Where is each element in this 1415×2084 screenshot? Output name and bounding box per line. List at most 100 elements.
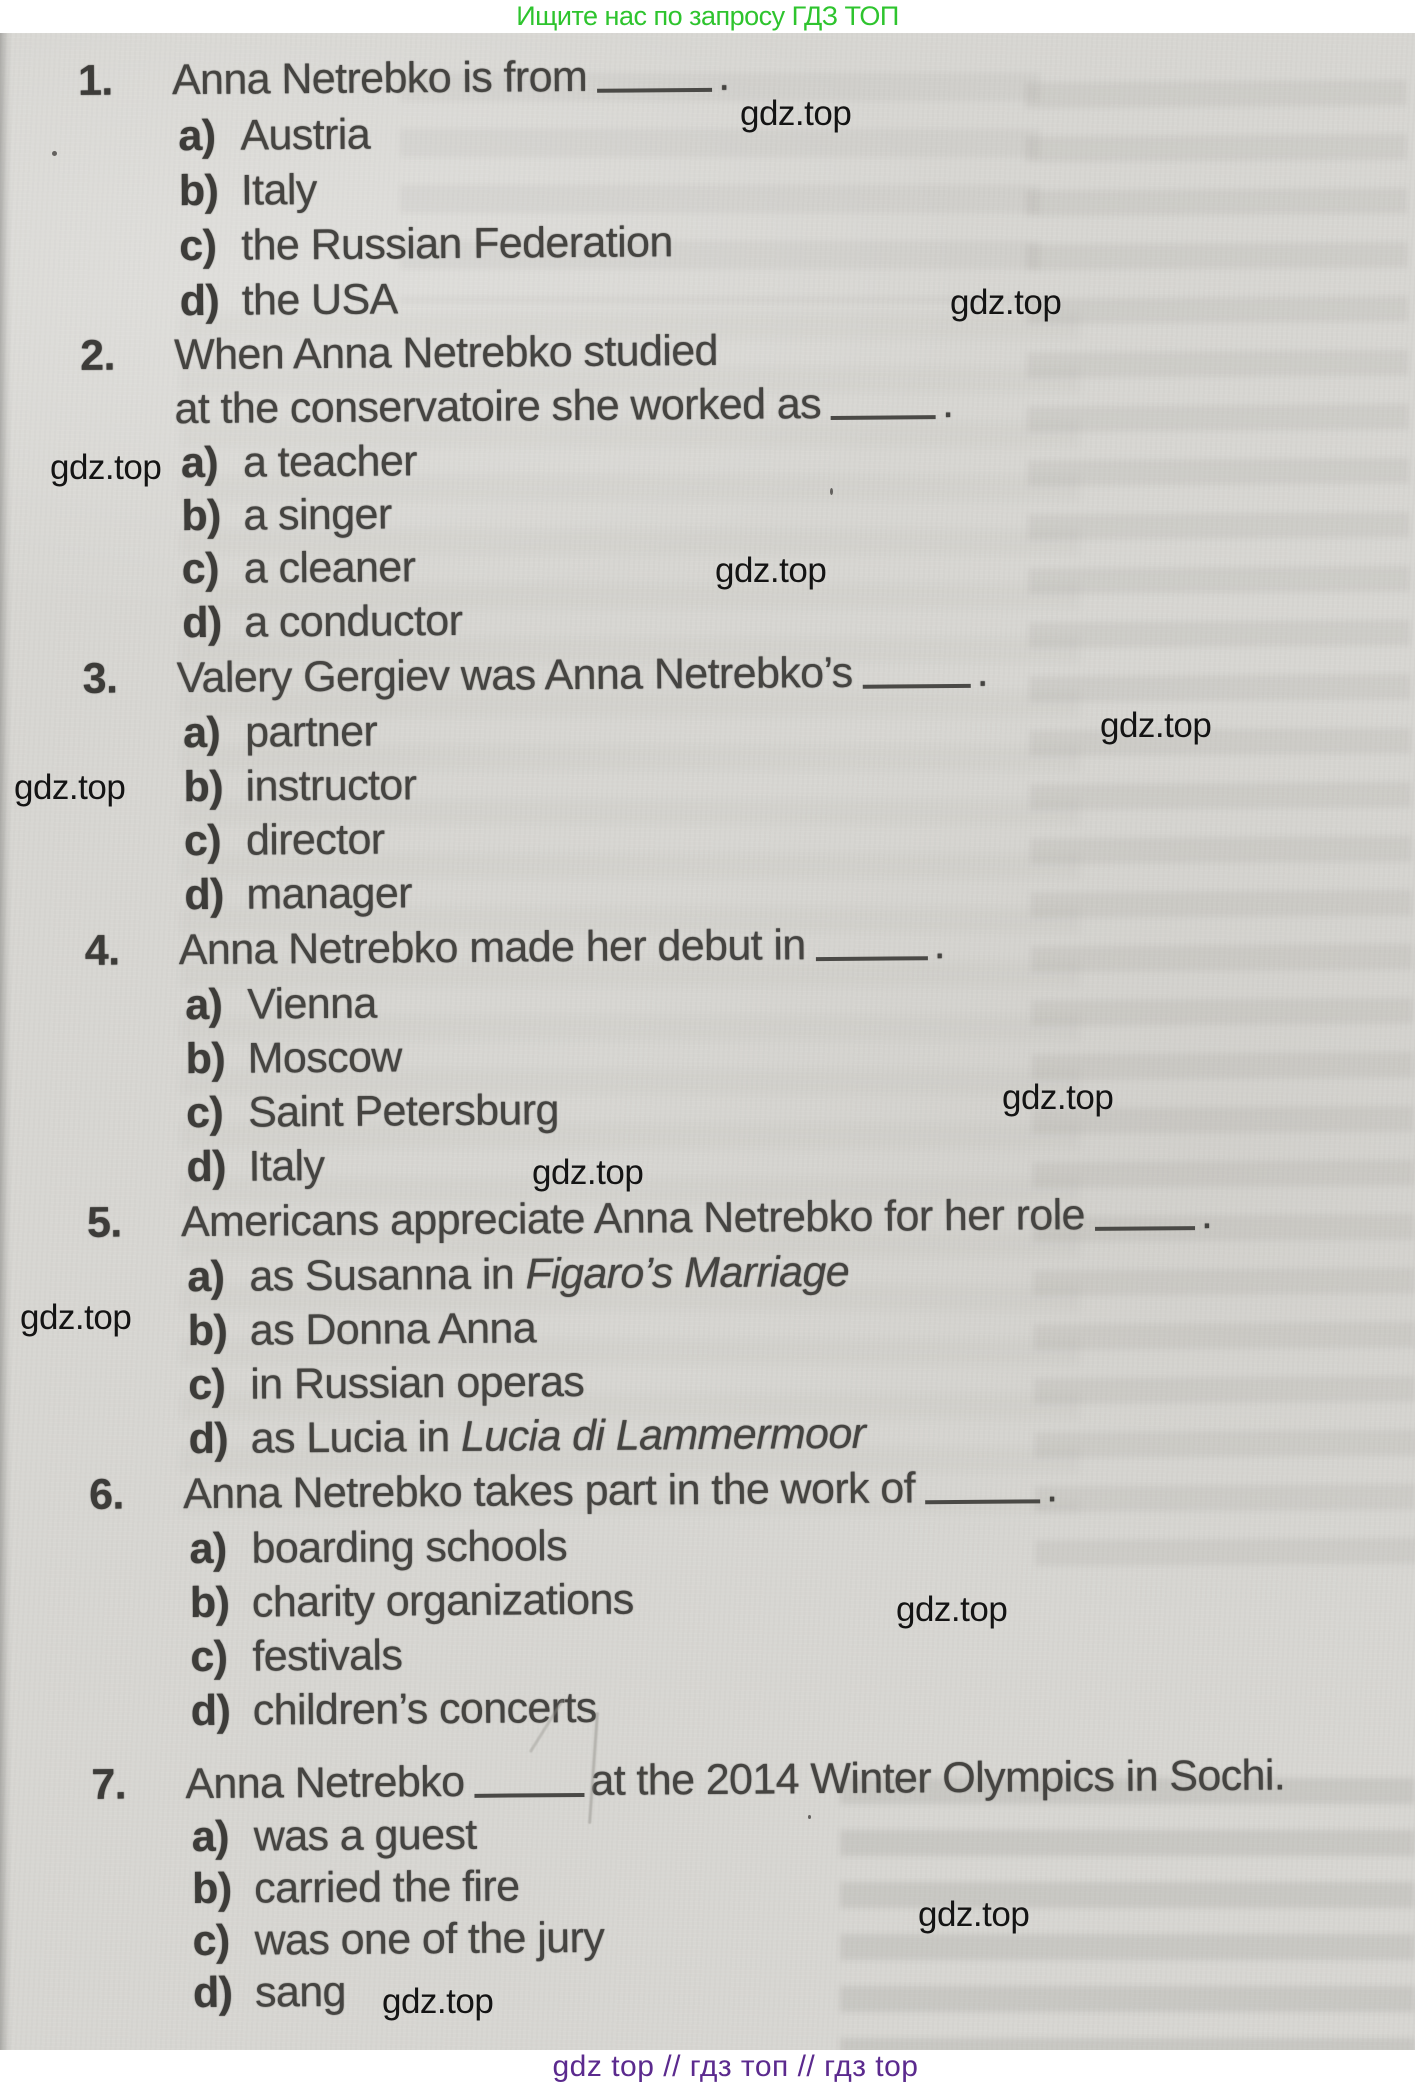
option-letter: d) (182, 598, 222, 648)
option-letter: a) (180, 438, 219, 488)
option-letter: b) (183, 762, 224, 812)
question-4-post: . (933, 920, 946, 969)
question-1-number: 1. (77, 56, 113, 105)
question-6-pre: Anna Netrebko takes part in the work of (182, 1464, 916, 1519)
question-2-pre: at the conservatoire she worked as (174, 380, 822, 434)
option-text: Moscow (247, 1033, 402, 1083)
question-4-option-b: b) Moscow (8, 1028, 1415, 1083)
option-text: sang (254, 1967, 347, 2017)
question-2-option-b: b) a singer (3, 485, 1415, 540)
option-text: was a guest (253, 1810, 477, 1861)
option-letter: b) (187, 1306, 228, 1356)
question-1-option-b: b) Italy (1, 160, 1415, 215)
option-text: festivals (252, 1631, 403, 1681)
option-letter: c) (190, 1632, 228, 1682)
option-text: as Lucia in Lucia di Lammermoor (250, 1409, 866, 1463)
option-text: boarding schools (251, 1522, 568, 1573)
question-2-answer-blank (831, 409, 937, 420)
question-6-option-a: a) boarding schools (11, 1518, 1415, 1573)
option-text: director (245, 815, 385, 865)
question-6-post: . (1045, 1463, 1058, 1512)
question-5: 5. Americans appreciate Anna Netrebko fo… (9, 1190, 1415, 1247)
question-3-number: 3. (82, 654, 118, 703)
option-text: Italy (240, 166, 317, 215)
question-7: 7. Anna Netrebko at the 2014 Winter Olymp… (13, 1751, 1415, 1808)
question-1-option-d: d) the USA (2, 270, 1415, 325)
question-4-number: 4. (84, 926, 120, 975)
question-4-text: Anna Netrebko made her debut in. (178, 920, 946, 975)
gdz-watermark: gdz.top (950, 283, 1062, 322)
gdz-watermark: gdz.top (1002, 1078, 1114, 1117)
question-2-line2: at the conservatoire she worked as. (2, 378, 1415, 433)
question-1-post: . (717, 51, 730, 100)
option-text-italic: Lucia di Lammermoor (460, 1409, 866, 1461)
option-text: as Susanna in Figaro’s Marriage (249, 1247, 850, 1301)
question-6-number: 6. (88, 1470, 124, 1519)
option-letter: c) (185, 1088, 224, 1138)
option-letter: b) (192, 1864, 232, 1914)
option-text: the USA (241, 275, 398, 325)
option-letter: a) (191, 1812, 230, 1862)
question-5-number: 5. (86, 1198, 122, 1247)
option-text: partner (244, 707, 378, 757)
question-2-option-a: a) a teacher (3, 432, 1415, 487)
option-text: Vienna (247, 979, 377, 1029)
question-6-text: Anna Netrebko takes part in the work of. (182, 1463, 1058, 1519)
option-letter: c) (188, 1360, 226, 1410)
scan-speck (808, 1815, 811, 1819)
gdz-watermark: gdz.top (14, 768, 126, 807)
option-letter: c) (179, 221, 217, 271)
option-text: a singer (243, 490, 392, 540)
question-1-pre: Anna Netrebko is from (171, 52, 588, 105)
scan-speck (52, 151, 57, 156)
option-text-plain: as Lucia in (250, 1412, 462, 1463)
question-3-option-b: b) instructor (5, 756, 1415, 811)
option-letter: a) (185, 980, 223, 1030)
question-2: 2. When Anna Netrebko studied (2, 324, 1415, 380)
option-text: carried the fire (254, 1862, 520, 1913)
question-5-pre: Americans appreciate Anna Netrebko for h… (180, 1191, 1086, 1247)
scan-speck (830, 488, 833, 495)
question-7-text: Anna Netrebko at the 2014 Winter Olympics… (185, 1751, 1285, 1808)
option-letter: a) (187, 1252, 225, 1302)
question-4-pre: Anna Netrebko made her debut in (178, 921, 806, 975)
option-letter: d) (186, 1142, 227, 1192)
question-7-number: 7. (91, 1760, 127, 1809)
question-2-text-line2: at the conservatoire she worked as. (174, 379, 954, 434)
option-text: was one of the jury (254, 1913, 605, 1965)
question-5-option-d: d) as Lucia in Lucia di Lammermoor (10, 1408, 1415, 1463)
option-letter: b) (181, 491, 221, 541)
question-3-pre: Valery Gergiev was Anna Netrebko’s (176, 648, 853, 703)
question-7-option-a: a) was a guest (14, 1806, 1415, 1861)
question-2-post: . (941, 379, 954, 428)
gdz-watermark: gdz.top (896, 1590, 1008, 1629)
question-3-answer-blank (862, 677, 971, 689)
option-text: Italy (248, 1141, 325, 1191)
question-2-option-d: d) a conductor (4, 592, 1415, 647)
gdz-watermark: gdz.top (20, 1298, 132, 1337)
option-text-italic: Figaro’s Marriage (525, 1247, 850, 1299)
option-letter: a) (189, 1524, 227, 1574)
option-text: in Russian operas (250, 1357, 585, 1409)
option-text: a cleaner (243, 543, 416, 593)
page-edge-shadow (0, 33, 12, 2050)
gdz-watermark: gdz.top (740, 94, 852, 133)
question-6-option-b: b) charity organizations (12, 1572, 1415, 1627)
option-text: Austria (240, 110, 371, 160)
question-1-option-c: c) the Russian Federation (1, 215, 1415, 270)
option-letter: a) (178, 111, 216, 161)
gdz-watermark: gdz.top (715, 551, 827, 590)
question-6: 6. Anna Netrebko takes part in the work … (11, 1463, 1415, 1519)
footer-strip: gdz top // гдз топ // гдз top (0, 2050, 1415, 2084)
question-4-option-d: d) Italy (8, 1136, 1415, 1191)
option-letter: b) (185, 1034, 226, 1084)
question-3-option-c: c) director (6, 810, 1415, 866)
footer-promo-text: gdz top // гдз топ // гдз top (552, 2050, 919, 2083)
option-letter: d) (192, 1968, 233, 2018)
option-letter: d) (179, 276, 220, 326)
option-letter: a) (182, 708, 221, 758)
question-5-option-b: b) as Donna Anna (10, 1300, 1415, 1355)
question-2-option-c: c) a cleaner (4, 538, 1415, 593)
question-6-option-d: d) children’s concerts (13, 1680, 1415, 1735)
